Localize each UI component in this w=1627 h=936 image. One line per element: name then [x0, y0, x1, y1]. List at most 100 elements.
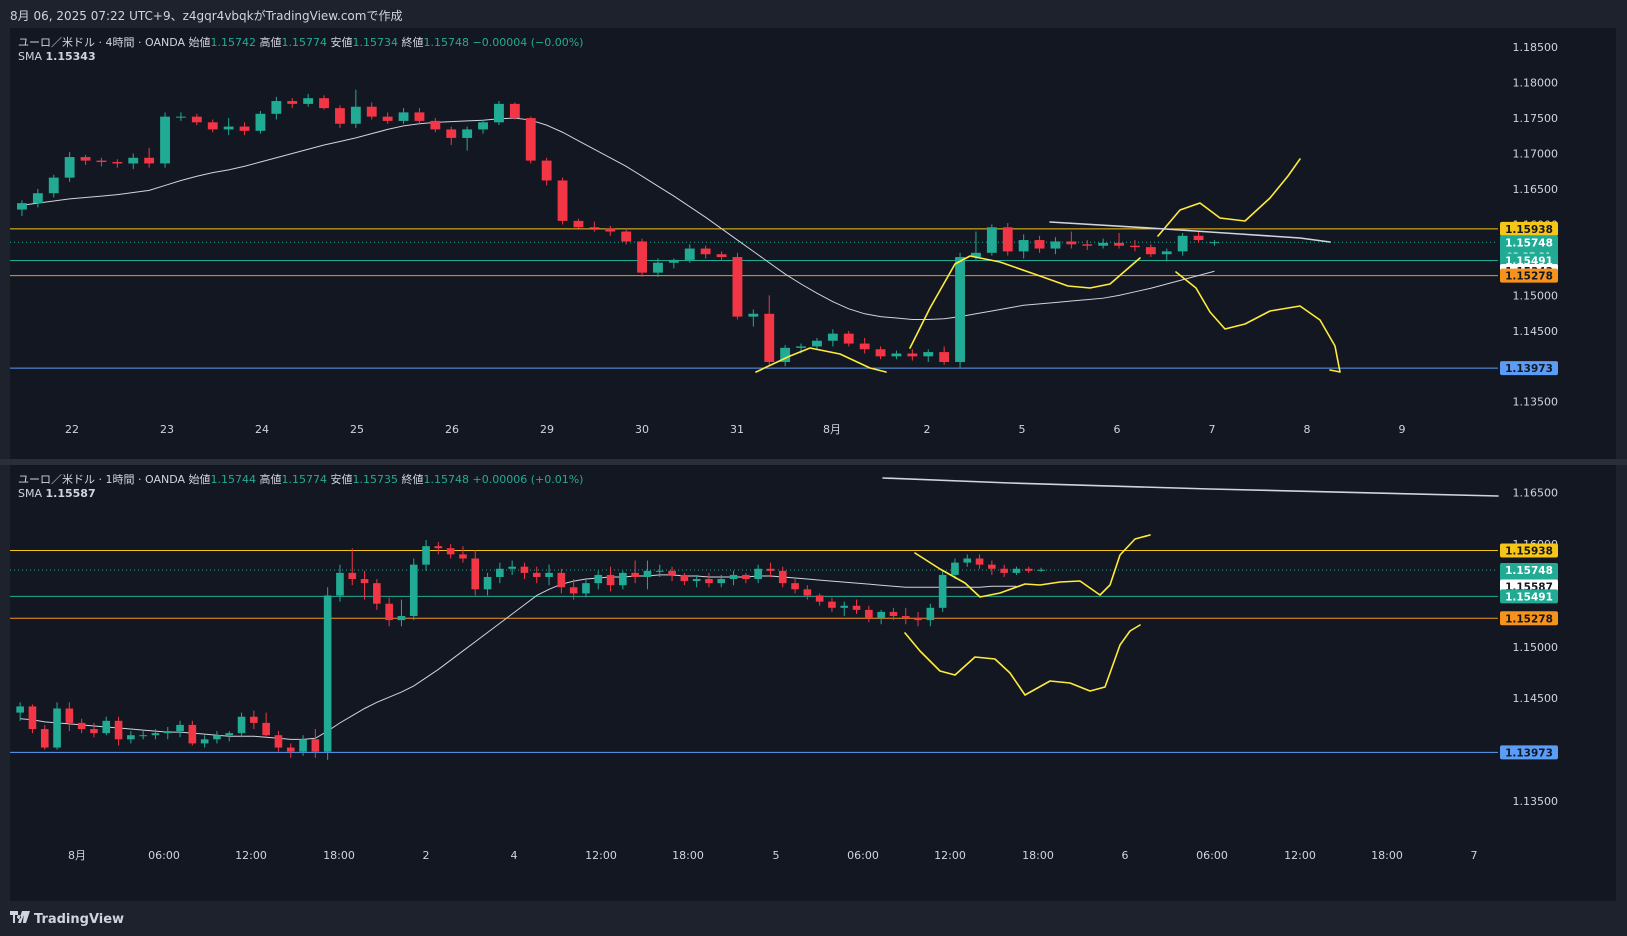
- candle[interactable]: [901, 607, 910, 625]
- candle[interactable]: [446, 126, 457, 146]
- candle[interactable]: [955, 252, 965, 368]
- candle[interactable]: [483, 572, 492, 596]
- candle[interactable]: [1130, 240, 1140, 252]
- candle[interactable]: [65, 702, 74, 732]
- candle[interactable]: [139, 731, 147, 740]
- candle[interactable]: [621, 228, 632, 245]
- candle[interactable]: [239, 122, 250, 136]
- candle[interactable]: [840, 601, 849, 617]
- candle[interactable]: [729, 570, 738, 586]
- candle[interactable]: [237, 712, 246, 738]
- candle[interactable]: [732, 252, 743, 320]
- candle[interactable]: [716, 251, 727, 260]
- candle[interactable]: [350, 89, 361, 128]
- candle[interactable]: [1145, 244, 1156, 258]
- candle[interactable]: [1037, 567, 1045, 572]
- candle[interactable]: [1209, 240, 1220, 246]
- candle[interactable]: [128, 153, 139, 170]
- candle[interactable]: [1002, 223, 1013, 256]
- candle[interactable]: [742, 572, 750, 584]
- candle[interactable]: [680, 572, 689, 586]
- chart-pane-1h[interactable]: 1.165001.160001.155001.150001.145001.140…: [10, 465, 1616, 901]
- candle[interactable]: [382, 112, 393, 124]
- candle[interactable]: [637, 238, 647, 277]
- freehand-drawing[interactable]: [1157, 158, 1301, 237]
- candle[interactable]: [262, 712, 270, 738]
- candle[interactable]: [582, 579, 590, 598]
- candle[interactable]: [684, 244, 695, 263]
- candle[interactable]: [366, 102, 377, 120]
- candle[interactable]: [77, 718, 86, 734]
- freehand-drawing[interactable]: [909, 255, 1141, 349]
- freehand-drawing[interactable]: [914, 534, 1151, 598]
- candle[interactable]: [102, 716, 111, 736]
- candle[interactable]: [815, 593, 824, 606]
- candle[interactable]: [705, 572, 713, 588]
- candle[interactable]: [877, 609, 885, 625]
- candle[interactable]: [573, 218, 584, 229]
- candle[interactable]: [988, 560, 996, 575]
- candle[interactable]: [17, 200, 27, 216]
- candle[interactable]: [1050, 237, 1061, 255]
- candle[interactable]: [914, 611, 922, 627]
- candle[interactable]: [478, 119, 488, 134]
- candle[interactable]: [766, 562, 775, 577]
- candle[interactable]: [1024, 566, 1033, 573]
- candle[interactable]: [605, 225, 616, 236]
- candle[interactable]: [655, 564, 664, 577]
- candle[interactable]: [32, 188, 43, 208]
- candle[interactable]: [764, 295, 775, 367]
- candle[interactable]: [299, 735, 307, 756]
- candle[interactable]: [631, 560, 639, 584]
- candle[interactable]: [508, 560, 516, 575]
- candle[interactable]: [668, 566, 676, 582]
- candle[interactable]: [780, 344, 791, 367]
- candle[interactable]: [311, 729, 320, 758]
- candle[interactable]: [1177, 232, 1188, 256]
- candle[interactable]: [223, 118, 234, 136]
- candle[interactable]: [151, 729, 160, 740]
- candle[interactable]: [717, 574, 726, 588]
- candle[interactable]: [360, 570, 369, 600]
- candle[interactable]: [414, 108, 425, 124]
- candle[interactable]: [176, 720, 184, 738]
- candle[interactable]: [791, 579, 799, 594]
- candle[interactable]: [176, 112, 186, 121]
- candle[interactable]: [803, 585, 812, 600]
- candle[interactable]: [975, 554, 984, 569]
- candle[interactable]: [971, 231, 981, 260]
- tradingview-brand[interactable]: TradingView: [10, 911, 124, 927]
- candle[interactable]: [1000, 564, 1008, 577]
- candle[interactable]: [287, 98, 298, 109]
- pane-divider[interactable]: [0, 459, 1627, 465]
- candle[interactable]: [336, 564, 344, 602]
- candle[interactable]: [409, 558, 418, 621]
- candle[interactable]: [471, 550, 480, 596]
- candle[interactable]: [748, 309, 759, 327]
- candle[interactable]: [520, 562, 529, 580]
- freehand-drawing[interactable]: [882, 477, 1499, 497]
- candle[interactable]: [1193, 231, 1204, 243]
- candle[interactable]: [859, 337, 870, 354]
- candle[interactable]: [827, 329, 838, 347]
- candle[interactable]: [986, 224, 997, 256]
- candle[interactable]: [843, 330, 854, 347]
- candle[interactable]: [1098, 238, 1109, 249]
- candle[interactable]: [40, 724, 49, 750]
- candle[interactable]: [398, 108, 409, 124]
- chart-4h-svg[interactable]: 1.185001.180001.175001.170001.165001.160…: [10, 28, 1616, 459]
- candle[interactable]: [188, 720, 197, 746]
- candle[interactable]: [462, 126, 473, 151]
- candle[interactable]: [606, 566, 615, 592]
- candle[interactable]: [923, 349, 934, 363]
- candle[interactable]: [163, 726, 172, 740]
- candle[interactable]: [434, 542, 443, 555]
- candle[interactable]: [191, 113, 202, 126]
- candle[interactable]: [1066, 231, 1077, 249]
- candle[interactable]: [446, 544, 455, 559]
- candle[interactable]: [335, 105, 345, 128]
- candle[interactable]: [127, 731, 135, 744]
- candle[interactable]: [303, 93, 314, 107]
- candle[interactable]: [459, 546, 467, 563]
- candle[interactable]: [643, 560, 652, 590]
